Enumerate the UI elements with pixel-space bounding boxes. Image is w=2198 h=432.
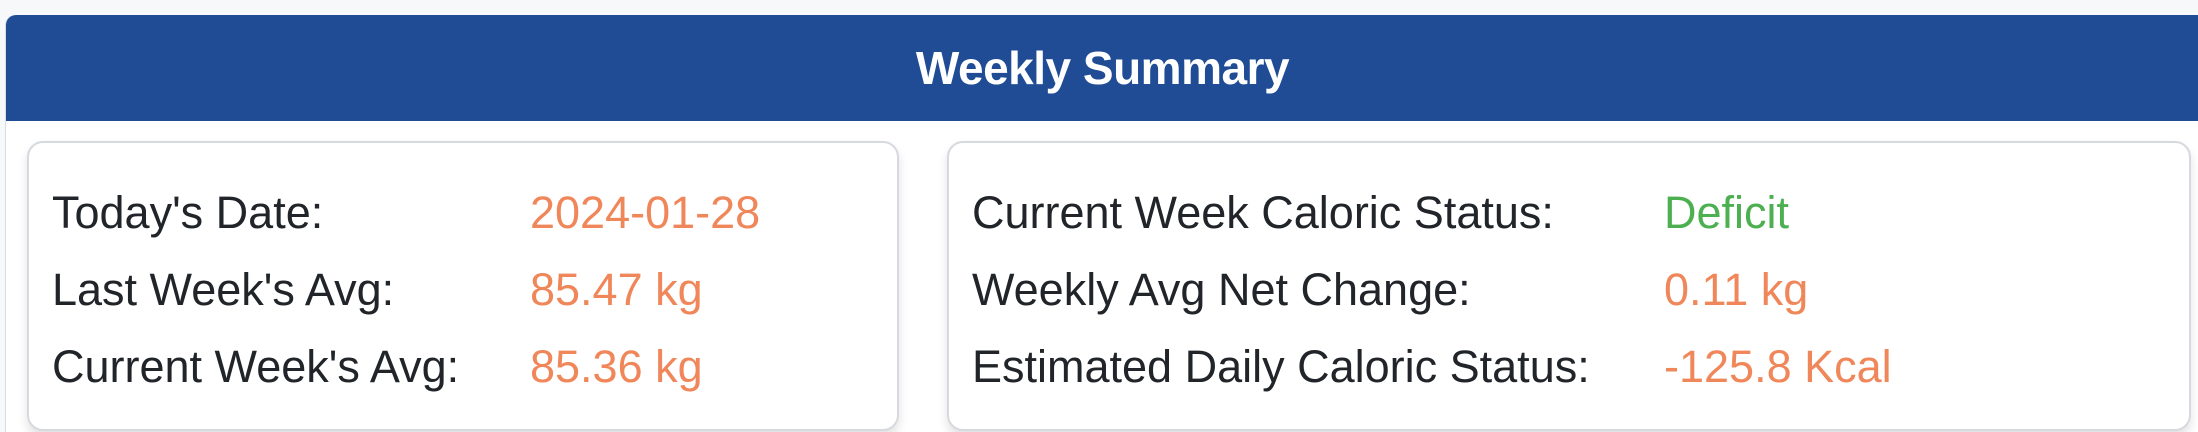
weekly-avg-net-change-label: Weekly Avg Net Change: xyxy=(972,264,1471,315)
weight-summary-card: Today's Date: 2024-01-28 Last Week's Avg… xyxy=(27,141,899,431)
weekly-avg-net-change-row: Weekly Avg Net Change: 0.11 kg xyxy=(949,258,2189,322)
todays-date-value: 2024-01-28 xyxy=(530,187,761,238)
caloric-summary-card: Current Week Caloric Status: Deficit Wee… xyxy=(947,141,2191,431)
caloric-status-value: Deficit xyxy=(1664,187,1790,238)
last-week-avg-value: 85.47 kg xyxy=(530,264,703,315)
weekly-avg-net-change-value: 0.11 kg xyxy=(1664,264,1809,315)
caloric-status-row: Current Week Caloric Status: Deficit xyxy=(949,181,2189,245)
caloric-status-label: Current Week Caloric Status: xyxy=(972,187,1554,238)
panel-header: Weekly Summary xyxy=(6,15,2198,121)
estimated-daily-caloric-label: Estimated Daily Caloric Status: xyxy=(972,341,1590,392)
last-week-avg-label: Last Week's Avg: xyxy=(52,264,395,315)
panel-title: Weekly Summary xyxy=(915,42,1290,94)
current-week-avg-label: Current Week's Avg: xyxy=(52,341,460,392)
estimated-daily-caloric-value: -125.8 Kcal xyxy=(1664,341,1892,392)
estimated-daily-caloric-row: Estimated Daily Caloric Status: -125.8 K… xyxy=(949,335,2189,399)
weekly-summary-panel: Weekly Summary Today's Date: 2024-01-28 … xyxy=(5,15,2198,432)
todays-date-label: Today's Date: xyxy=(52,187,324,238)
current-week-avg-value: 85.36 kg xyxy=(530,341,703,392)
current-week-avg-row: Current Week's Avg: 85.36 kg xyxy=(29,335,897,399)
todays-date-row: Today's Date: 2024-01-28 xyxy=(29,181,897,245)
last-week-avg-row: Last Week's Avg: 85.47 kg xyxy=(29,258,897,322)
